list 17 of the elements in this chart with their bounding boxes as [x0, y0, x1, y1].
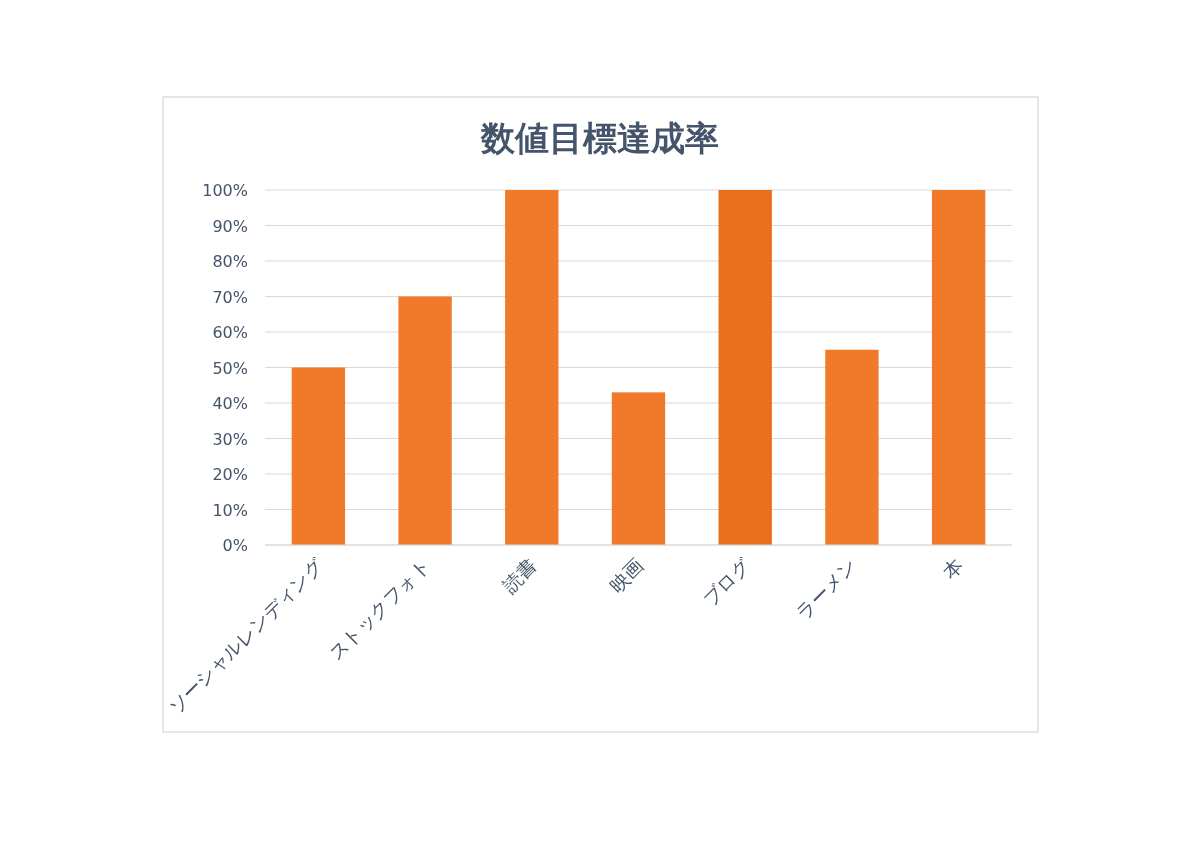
y-tick-label: 40%: [212, 394, 248, 413]
y-tick-label: 30%: [212, 429, 248, 449]
y-tick-label: 100%: [202, 181, 248, 200]
y-tick-label: 80%: [212, 252, 248, 271]
x-tick-label: 読書: [498, 554, 541, 597]
chart-title: 数値目標達成率: [480, 118, 719, 158]
y-tick-label: 60%: [212, 323, 248, 342]
y-tick-label: 0%: [222, 536, 248, 555]
x-tick-label: 映画: [604, 554, 648, 597]
x-tick-label: ラーメン: [791, 554, 861, 624]
y-tick-label: 90%: [212, 216, 248, 236]
y-tick-label: 50%: [212, 358, 248, 378]
x-tick-label: ブログ: [698, 553, 755, 611]
y-tick-label: 10%: [212, 500, 248, 520]
y-tick-label: 20%: [212, 465, 248, 484]
y-tick-label: 70%: [212, 287, 248, 307]
x-tick-label: 本: [938, 554, 968, 584]
